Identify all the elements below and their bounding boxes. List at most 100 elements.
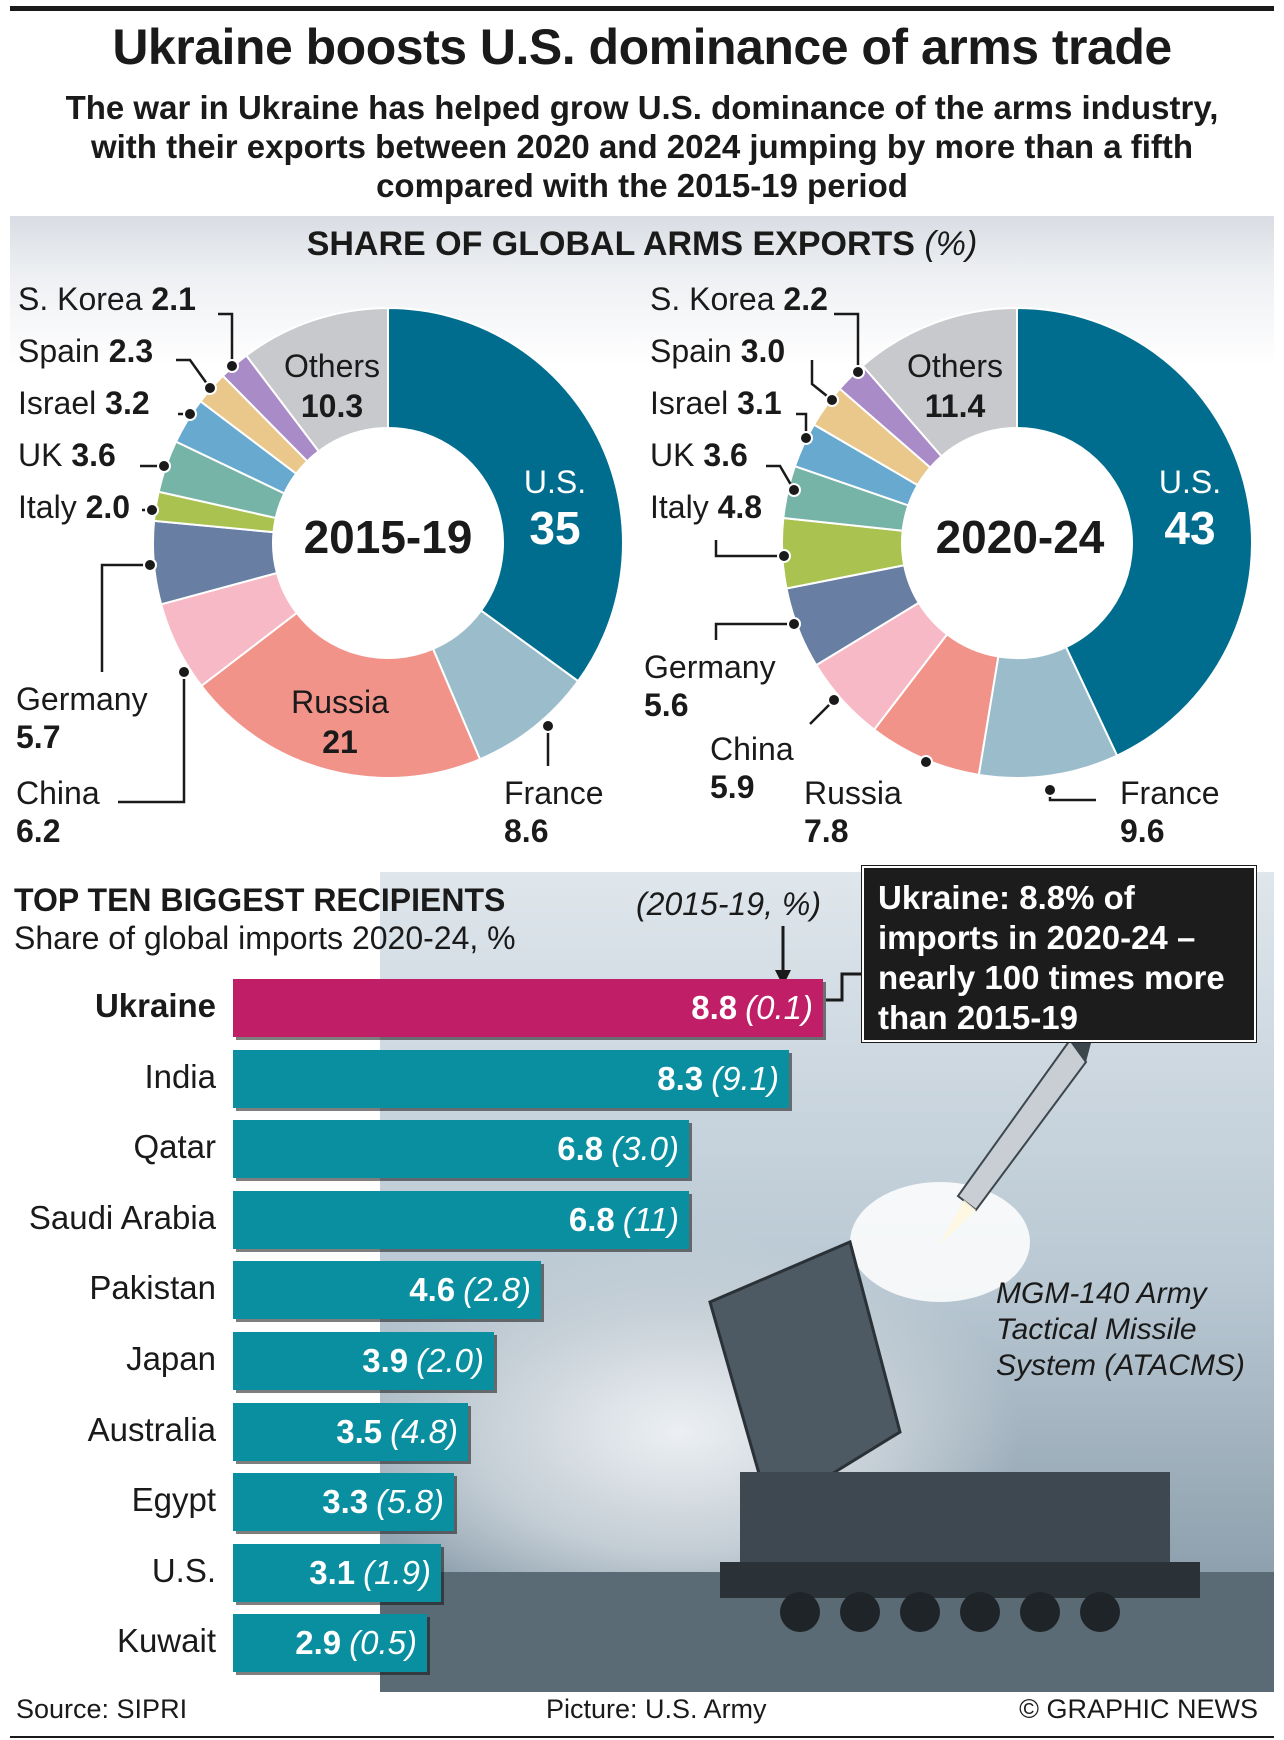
label-2015-spain: Spain 2.3 <box>18 332 153 370</box>
bar-prior-value: (4.8) <box>390 1412 458 1450</box>
bar-label-australia: Australia <box>87 1410 216 1448</box>
bar-value: 6.8 <box>568 1200 615 1238</box>
label-name: Israel <box>650 385 729 421</box>
bar-prior-value: (5.8) <box>376 1483 444 1521</box>
label-name: Spain <box>18 333 100 369</box>
label-value: 9.6 <box>1120 813 1165 849</box>
bar-value: 4.6 <box>409 1271 456 1309</box>
leader-2020-skorea-dot <box>851 365 865 379</box>
bar-label-u-s-: U.S. <box>151 1551 216 1589</box>
leader-2015-spain-dot <box>203 381 217 395</box>
leader-2020-russia-dot <box>919 755 933 769</box>
label-name: Germany <box>644 649 776 685</box>
bar-value: 8.3 <box>657 1059 704 1097</box>
label-2015-israel: Israel 3.2 <box>18 384 150 422</box>
label-value: 2.2 <box>783 281 828 317</box>
label-2015-skorea: S. Korea 2.1 <box>18 280 196 318</box>
bar-value: 2.9 <box>295 1624 342 1662</box>
label-2020-italy: Italy 4.8 <box>650 488 762 526</box>
footer-credit: © GRAPHIC NEWS <box>1019 1694 1258 1724</box>
bar-kuwait: 2.9 (0.5) <box>233 1614 427 1673</box>
label-2015-russia: Russia 21 <box>270 682 410 762</box>
label-2020-russia: Russia 7.8 <box>804 774 902 850</box>
label-value: 21 <box>322 724 358 760</box>
bar-ukraine: 8.8 (0.1) <box>233 979 823 1037</box>
bar-label-kuwait: Kuwait <box>116 1622 216 1660</box>
bar-pakistan: 4.6 (2.8) <box>233 1261 541 1320</box>
label-value: 2.3 <box>108 333 154 369</box>
bar-label-qatar: Qatar <box>133 1128 216 1166</box>
imports-subtitle: Share of global imports 2020-24, % <box>14 920 516 956</box>
label-name: S. Korea <box>18 281 143 317</box>
label-2020-others: Others 11.4 <box>885 346 1025 426</box>
label-2015-italy: Italy 2.0 <box>18 488 130 526</box>
donut-center-2020: 2020-24 <box>935 511 1105 563</box>
label-2020-china: China 5.9 <box>710 730 794 806</box>
label-name: Germany <box>16 681 148 717</box>
bar-label-egypt: Egypt <box>131 1481 216 1519</box>
leader-2015-germany-leader <box>100 563 150 672</box>
bar-value: 3.5 <box>336 1412 383 1450</box>
leader-2015-israel-dot <box>183 407 197 421</box>
leader-2015-italy-dot <box>145 503 159 517</box>
label-2020-israel: Israel 3.1 <box>650 384 782 422</box>
label-value: 6.2 <box>16 813 61 849</box>
leader-2015-uk-dot <box>157 459 171 473</box>
label-2015-others: Others 10.3 <box>262 346 402 426</box>
label-value: 10.3 <box>300 388 364 424</box>
photo-caption: MGM-140 Army Tactical Missile System (AT… <box>996 1277 1245 1382</box>
bar-india: 8.3 (9.1) <box>233 1049 789 1108</box>
bar-prior-value: (3.0) <box>611 1130 679 1168</box>
label-value: 5.9 <box>710 769 755 805</box>
bar-label-ukraine: Ukraine <box>94 987 216 1024</box>
footer-source: Source: SIPRI <box>16 1694 188 1724</box>
bar-egypt: 3.3 (5.8) <box>233 1473 454 1532</box>
label-value: 35 <box>529 502 581 554</box>
leader-2020-israel-leader <box>796 412 808 438</box>
label-value: 3.6 <box>703 437 748 473</box>
bar-value: 6.8 <box>557 1130 604 1168</box>
label-name: UK <box>650 437 695 473</box>
exports-donut-charts <box>100 306 1253 804</box>
imports-period-label: (2015-19, %) <box>636 886 821 922</box>
bottom-rule <box>10 1736 1274 1738</box>
leader-2020-spain-dot <box>825 393 839 407</box>
leader-2020-france-dot <box>1043 783 1057 797</box>
bar-prior-value: (2.8) <box>463 1271 531 1309</box>
label-name: Russia <box>804 775 902 811</box>
page-title: Ukraine boosts U.S. dominance of arms tr… <box>112 19 1172 75</box>
leader-2015-spain-leader <box>176 358 212 389</box>
label-value: 8.6 <box>504 813 549 849</box>
label-value: 2.0 <box>85 489 131 525</box>
label-name: China <box>710 731 794 767</box>
label-name: Spain <box>650 333 732 369</box>
label-value: 3.0 <box>740 333 786 369</box>
bar-japan: 3.9 (2.0) <box>233 1332 494 1390</box>
exports-title-unit: (%) <box>924 225 978 263</box>
label-value: 43 <box>1164 502 1216 554</box>
leader-2015-china-leader <box>118 672 186 804</box>
bar-prior-value: (0.5) <box>349 1624 417 1662</box>
bar-qatar: 6.8 (3.0) <box>233 1120 689 1179</box>
bar-u-s-: 3.1 (1.9) <box>233 1543 441 1602</box>
label-2020-uk: UK 3.6 <box>650 436 748 474</box>
label-name: France <box>504 775 604 811</box>
leader-2020-germany-dot <box>787 617 801 631</box>
bar-prior-value: (1.9) <box>363 1553 431 1591</box>
launcher-vehicle-icon <box>708 1239 1200 1632</box>
leader-2015-skorea-dot <box>225 359 239 373</box>
top-rule <box>10 6 1274 11</box>
label-name: U.S. <box>523 464 587 500</box>
label-2015-us: U.S. 35 <box>500 462 610 554</box>
label-name: Russia <box>291 684 389 720</box>
label-name: UK <box>18 437 63 473</box>
ukraine-callout: Ukraine: 8.8% of imports in 2020-24 – ne… <box>861 865 1257 1043</box>
leader-2020-spain-leader <box>810 360 833 401</box>
callout-pointer <box>826 972 864 1002</box>
label-name: Italy <box>18 489 77 525</box>
donut-2015-hole <box>273 428 503 658</box>
leader-2015-skorea-leader <box>218 312 234 366</box>
bar-label-india: India <box>144 1057 216 1095</box>
footer-picture: Picture: U.S. Army <box>546 1694 767 1724</box>
bar-value: 3.3 <box>322 1483 369 1521</box>
